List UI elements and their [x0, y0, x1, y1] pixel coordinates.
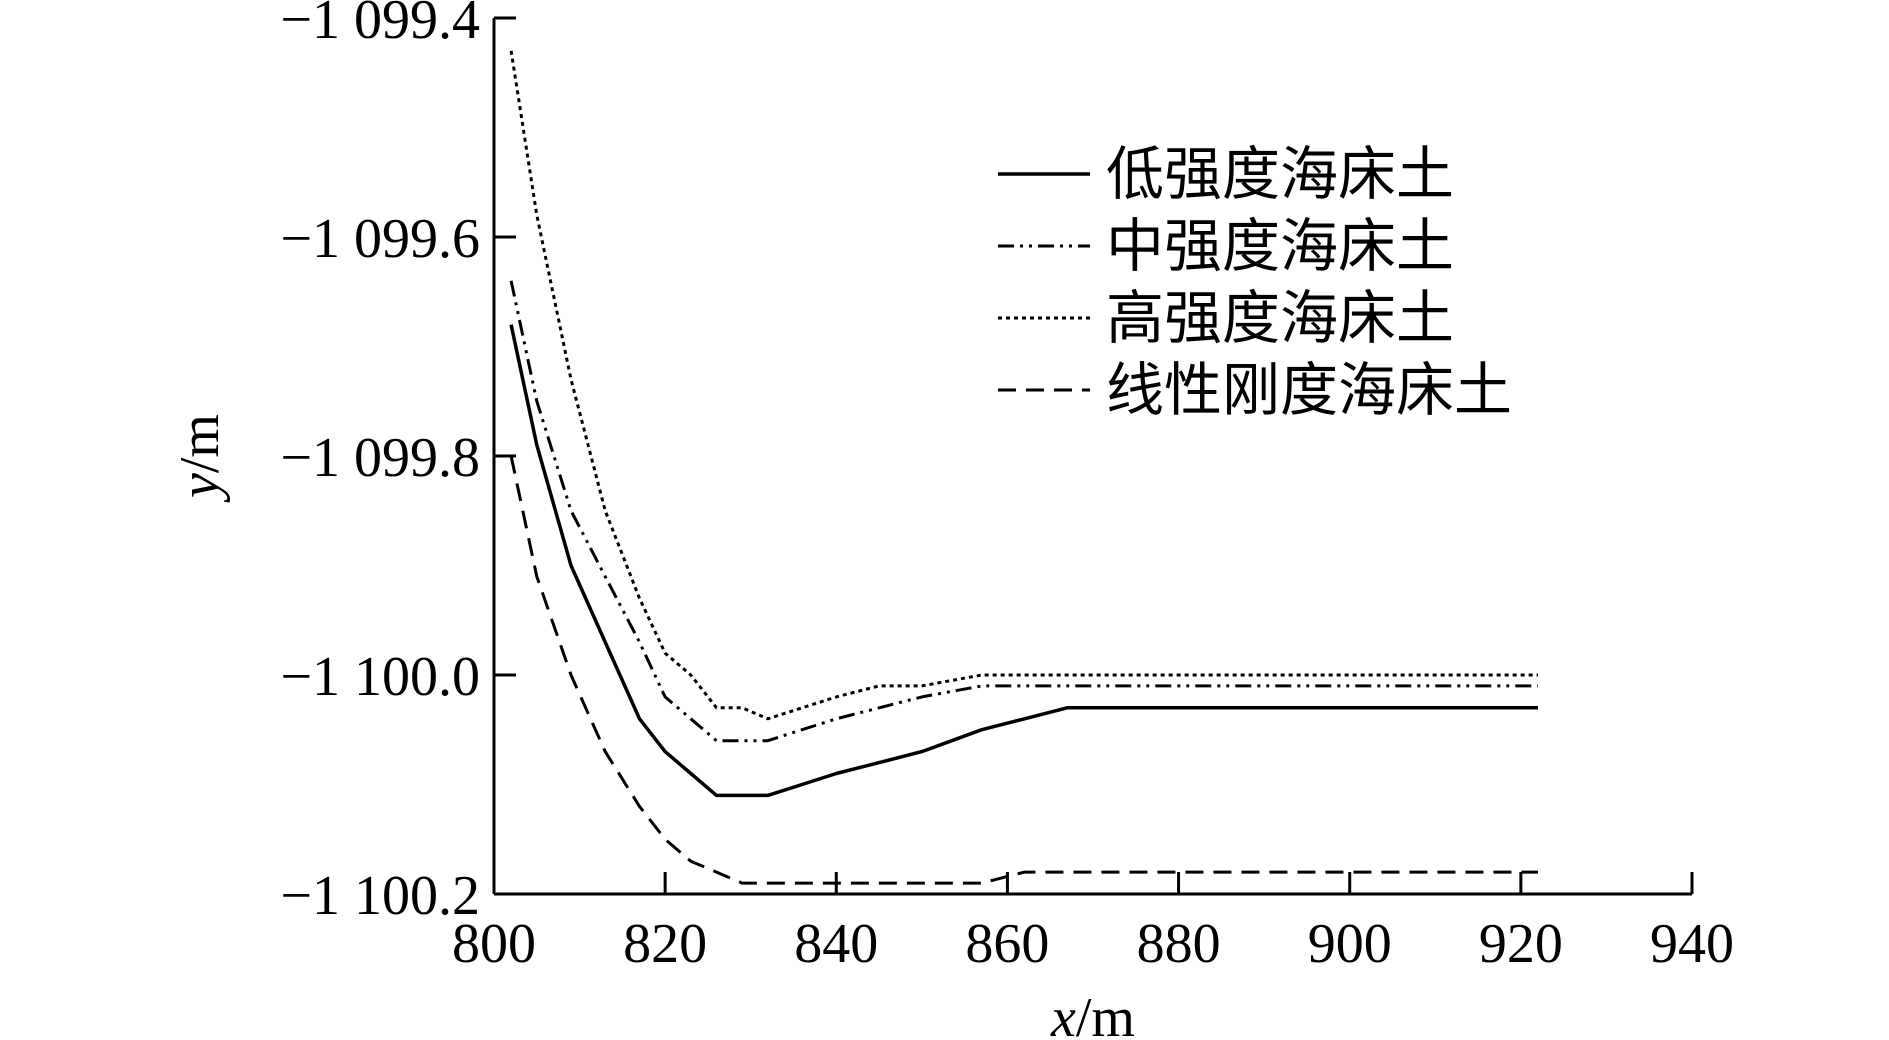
legend-label-3: 高强度海床土: [1106, 284, 1454, 352]
x-tick-label: 800: [452, 913, 536, 975]
legend-label-1: 低强度海床土: [1106, 140, 1454, 208]
x-tick-label: 880: [1137, 913, 1221, 975]
x-tick-label: 920: [1479, 913, 1563, 975]
x-axis-label: x/m: [1050, 987, 1135, 1040]
x-ticks: 800 820 840 860 880 900 920 940: [452, 872, 1734, 975]
x-tick-label: 820: [623, 913, 707, 975]
x-axis-label-unit: /m: [1076, 987, 1135, 1040]
x-tick-label: 900: [1308, 913, 1392, 975]
y-tick-label: −1 099.8: [280, 427, 480, 489]
y-axis-label-var: y: [169, 473, 231, 503]
y-tick-label: −1 100.2: [280, 865, 480, 927]
series-line-3: [509, 50, 1538, 721]
x-tick-label: 860: [965, 913, 1049, 975]
y-axis-label: y/m: [169, 414, 231, 503]
x-tick-label: 840: [794, 913, 878, 975]
legend-label-2: 中强度海床土: [1106, 212, 1454, 280]
svg-text:x/m: x/m: [1050, 987, 1135, 1040]
y-axis-label-unit: /m: [169, 414, 231, 473]
legend-label-4: 线性刚度海床土: [1106, 356, 1512, 424]
series-line-2: [509, 280, 1538, 743]
y-tick-label: −1 099.4: [280, 0, 480, 51]
y-tick-label: −1 100.0: [280, 646, 480, 708]
axes: [492, 18, 1692, 896]
series-line-4: [509, 455, 1538, 885]
y-tick-label: −1 099.6: [280, 208, 480, 270]
x-tick-label: 940: [1650, 913, 1734, 975]
svg-text:y/m: y/m: [169, 414, 231, 503]
x-axis-label-var: x: [1050, 987, 1076, 1040]
y-ticks: −1 099.4 −1 099.6 −1 099.8 −1 100.0 −1 100.2: [280, 0, 516, 927]
series-lines: [509, 50, 1538, 885]
series-line-1: [509, 324, 1538, 798]
